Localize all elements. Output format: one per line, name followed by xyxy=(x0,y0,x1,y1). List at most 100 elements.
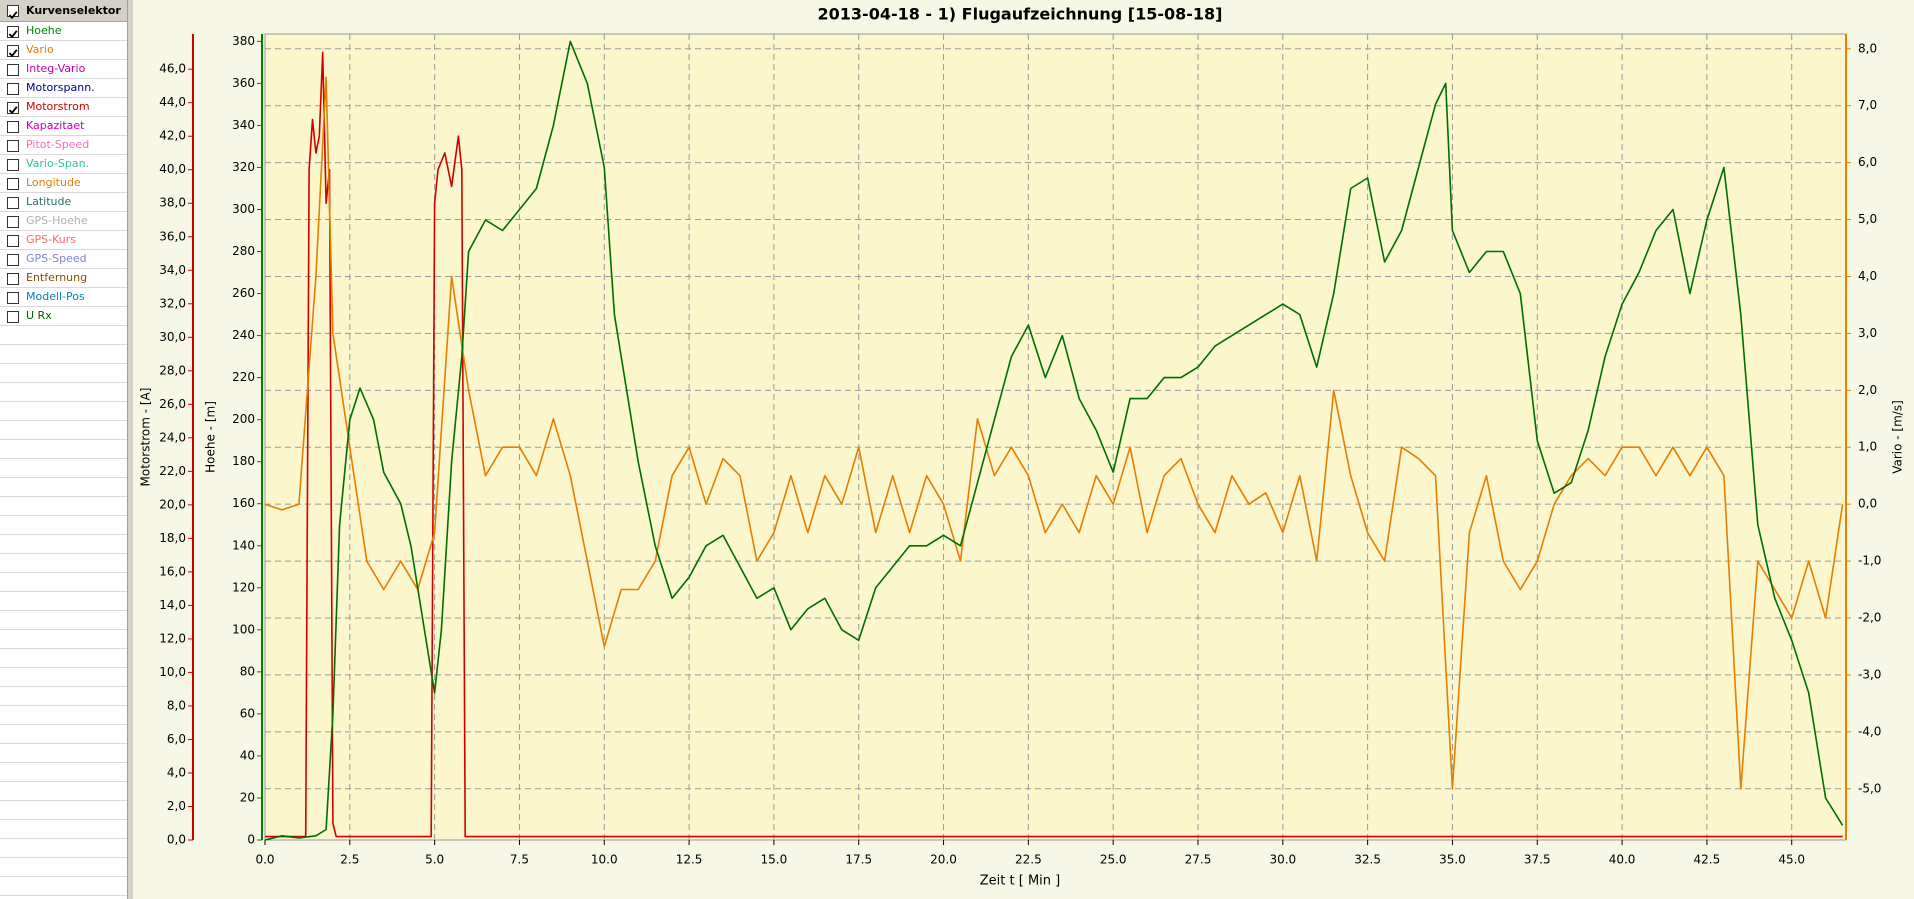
selector-item[interactable]: Kapazitaet xyxy=(0,117,127,136)
x-tick-label: 45.0 xyxy=(1778,853,1805,867)
checkbox[interactable] xyxy=(7,216,19,228)
checkbox[interactable] xyxy=(7,292,19,304)
y-tick-label: 100 xyxy=(232,622,255,636)
check-mark xyxy=(8,30,18,39)
selector-label: Kapazitaet xyxy=(26,119,85,132)
x-tick-label: 37.5 xyxy=(1524,853,1551,867)
y-tick-label: 3,0 xyxy=(1858,326,1877,340)
y-tick-label: 340 xyxy=(232,118,255,132)
selector-label: Vario xyxy=(26,43,54,56)
check-path xyxy=(8,49,18,58)
checkbox[interactable] xyxy=(7,273,19,285)
selector-item[interactable]: Entfernung xyxy=(0,269,127,288)
y-tick-label: 30,0 xyxy=(159,330,186,344)
x-tick-label: 15.0 xyxy=(761,853,788,867)
checkbox[interactable] xyxy=(7,121,19,133)
y-tick-label: 4,0 xyxy=(1858,269,1877,283)
x-axis-title: Zeit t [ Min ] xyxy=(980,874,1060,889)
x-tick-label: 42.5 xyxy=(1694,853,1721,867)
y-tick-label: 4,0 xyxy=(167,765,186,779)
y-axis-title: Vario - [m/s] xyxy=(1891,400,1905,474)
y-axis-title: Motorstrom - [A] xyxy=(139,388,153,487)
selector-item[interactable]: GPS-Kurs xyxy=(0,231,127,250)
selector-item[interactable]: Integ-Vario xyxy=(0,60,127,79)
selector-item[interactable]: GPS-Hoehe xyxy=(0,212,127,231)
selector-item[interactable]: Hoehe xyxy=(0,22,127,41)
selector-label: Entfernung xyxy=(26,271,88,284)
y-tick-label: 260 xyxy=(232,286,255,300)
selector-label: Vario-Span. xyxy=(26,157,90,170)
selector-item[interactable]: U Rx xyxy=(0,307,127,326)
selector-item[interactable]: Motorstrom xyxy=(0,98,127,117)
selector-item[interactable]: Vario-Span. xyxy=(0,155,127,174)
selector-item[interactable]: Longitude xyxy=(0,174,127,193)
selector-label: Latitude xyxy=(26,195,72,208)
x-tick-label: 10.0 xyxy=(591,853,618,867)
empty-row xyxy=(0,858,127,877)
selector-label: U Rx xyxy=(26,309,52,322)
empty-row xyxy=(0,725,127,744)
series-line xyxy=(264,76,1844,790)
selector-label: Motorstrom xyxy=(26,100,90,113)
x-tick-label: 2.5 xyxy=(340,853,359,867)
x-tick-label: 12.5 xyxy=(676,853,703,867)
selector-item[interactable]: Vario xyxy=(0,41,127,60)
selector-item[interactable]: GPS-Speed xyxy=(0,250,127,269)
selector-label: GPS-Kurs xyxy=(26,233,76,246)
empty-row xyxy=(0,535,127,554)
selector-item[interactable]: Pitot-Speed xyxy=(0,136,127,155)
y-tick-label: 38,0 xyxy=(159,196,186,210)
y-tick-label: 20 xyxy=(240,790,255,804)
y-tick-label: 2,0 xyxy=(167,799,186,813)
selector-item[interactable]: Modell-Pos xyxy=(0,288,127,307)
empty-row xyxy=(0,383,127,402)
y-tick-label: 46,0 xyxy=(159,62,186,76)
y-axis-title: Hoehe - [m] xyxy=(204,401,218,473)
empty-row xyxy=(0,421,127,440)
y-tick-label: 22,0 xyxy=(159,464,186,478)
plot-area xyxy=(264,33,1847,841)
checkbox[interactable] xyxy=(7,235,19,247)
y-tick-label: 34,0 xyxy=(159,263,186,277)
y-tick-label: -4,0 xyxy=(1858,724,1881,738)
checkbox[interactable] xyxy=(7,159,19,171)
y-tick-label: 0,0 xyxy=(1858,497,1877,511)
chart-title: 2013-04-18 - 1) Flugaufzeichnung [15-08-… xyxy=(818,5,1223,24)
checkbox[interactable] xyxy=(7,197,19,209)
y-tick-label: 380 xyxy=(232,34,255,48)
selector-label: Pitot-Speed xyxy=(26,138,90,151)
empty-row xyxy=(0,592,127,611)
y-tick-label: 320 xyxy=(232,160,255,174)
checkbox[interactable] xyxy=(7,26,19,39)
check-path xyxy=(8,11,18,20)
empty-row xyxy=(0,459,127,478)
checkbox[interactable] xyxy=(7,140,19,152)
checkbox[interactable] xyxy=(7,102,19,115)
y-tick-label: 12,0 xyxy=(159,631,186,645)
checkbox[interactable] xyxy=(7,5,19,20)
series-line xyxy=(264,40,1844,841)
checkbox[interactable] xyxy=(7,45,19,58)
checkbox[interactable] xyxy=(7,83,19,95)
x-tick-label: 27.5 xyxy=(1185,853,1212,867)
x-tick-label: 25.0 xyxy=(1100,853,1127,867)
empty-row xyxy=(0,326,127,345)
curve-selector: Kurvenselektor Hoehe Vario Integ-Vario Motor… xyxy=(0,0,128,899)
checkbox[interactable] xyxy=(7,311,19,323)
y-tick-label: 42,0 xyxy=(159,129,186,143)
selector-item[interactable]: Latitude xyxy=(0,193,127,212)
y-tick-label: 7,0 xyxy=(1858,98,1877,112)
y-tick-label: -5,0 xyxy=(1858,781,1881,795)
empty-row xyxy=(0,630,127,649)
checkbox[interactable] xyxy=(7,254,19,266)
check-path xyxy=(8,106,18,115)
checkbox[interactable] xyxy=(7,178,19,190)
checkbox[interactable] xyxy=(7,64,19,76)
selector-item[interactable]: Motorspann. xyxy=(0,79,127,98)
empty-row xyxy=(0,516,127,535)
y-tick-label: 280 xyxy=(232,244,255,258)
empty-row xyxy=(0,649,127,668)
x-tick-label: 0.0 xyxy=(255,853,274,867)
y-tick-label: 0 xyxy=(247,833,255,847)
